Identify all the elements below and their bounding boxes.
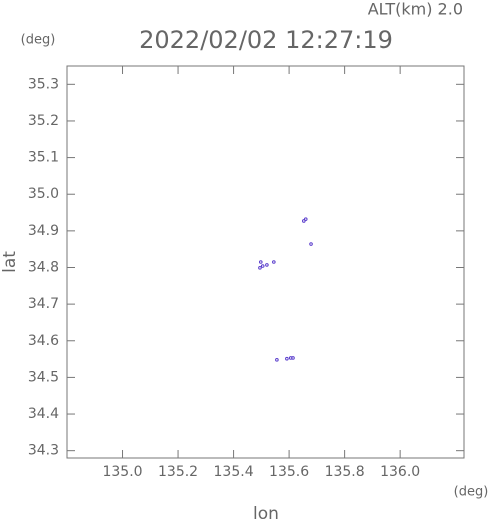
subtitle: ALT(km) 2.0 [368,0,463,19]
x-tick-label: 135.6 [269,464,309,480]
y-tick-label: 34.7 [28,296,59,312]
y-axis-label: lat [0,251,20,273]
y-tick-label: 34.3 [28,443,59,459]
y-tick-label: 35.0 [28,186,59,202]
x-tick-label: 135.0 [102,464,142,480]
x-tick-label: 135.4 [214,464,254,480]
y-tick-label: 34.9 [28,223,59,239]
y-tick-label: 34.8 [28,259,59,275]
x-tick-label: 136.0 [380,464,420,480]
point [309,242,313,246]
y-tick-label: 35.2 [28,113,59,129]
point [265,263,269,267]
point [291,356,295,360]
point [303,217,308,221]
plot-frame [66,65,465,459]
y-unit: (deg) [21,33,56,48]
point [258,266,262,270]
chart-title: 2022/02/02 12:27:19 [139,26,393,54]
x-unit: (deg) [454,485,489,500]
y-tick-label: 34.5 [28,369,59,385]
y-tick-label: 34.6 [28,333,59,349]
point [272,260,276,264]
x-tick-label: 135.8 [325,464,365,480]
point [258,260,263,264]
x-axis-label: lon [253,504,279,521]
point [275,358,279,362]
x-tick-label: 135.2 [158,464,198,480]
y-tick-label: 35.1 [28,150,59,166]
y-tick-label: 35.3 [28,76,59,92]
point [285,356,289,361]
y-tick-label: 34.4 [28,406,59,422]
point [302,219,306,223]
point [260,264,265,268]
